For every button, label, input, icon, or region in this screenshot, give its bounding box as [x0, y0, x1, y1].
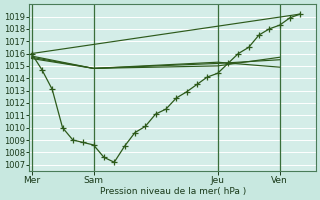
X-axis label: Pression niveau de la mer( hPa ): Pression niveau de la mer( hPa ): [100, 187, 246, 196]
